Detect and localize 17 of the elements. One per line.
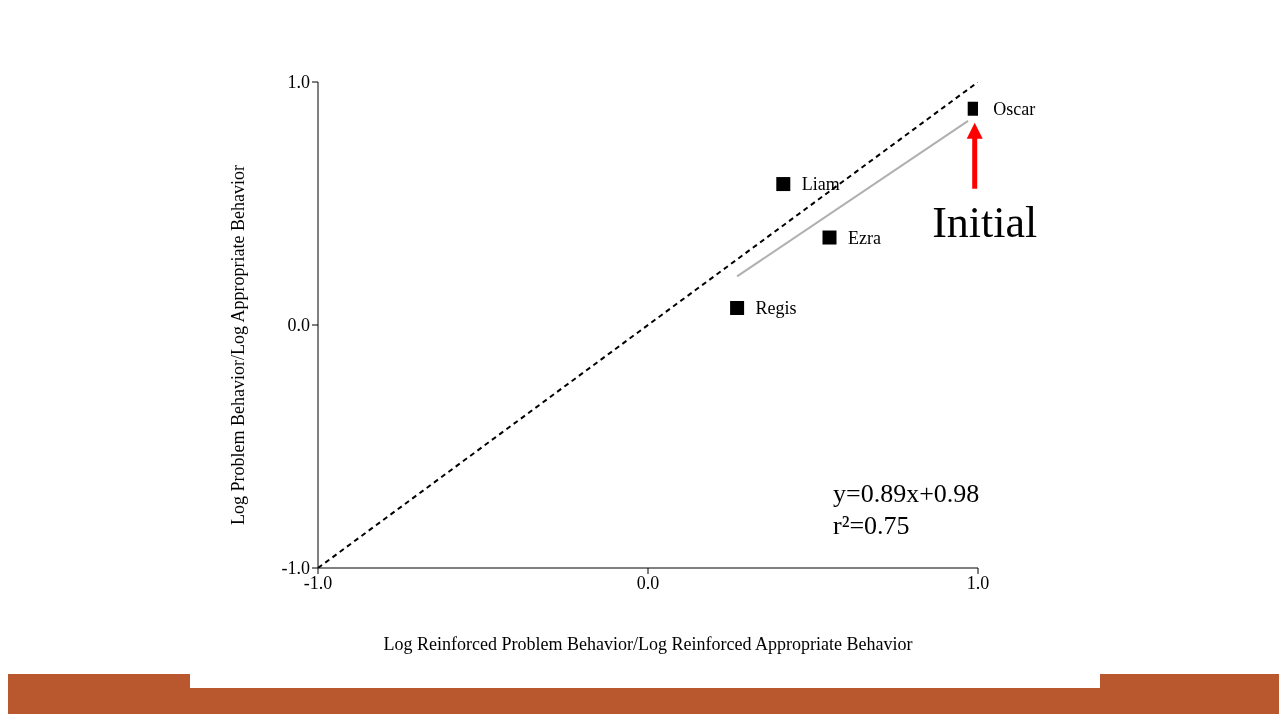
- y-axis-title: Log Problem Behavior/Log Appropriate Behavior: [228, 165, 249, 525]
- series-label: Liam: [801, 174, 840, 195]
- annotation: r²=0.75: [833, 510, 911, 542]
- series-label: Regis: [755, 298, 797, 319]
- series-label: Oscar: [993, 99, 1036, 120]
- x-axis-title: Log Reinforced Problem Behavior/Log Reinforced Appropriate Behavior: [383, 634, 913, 654]
- point: [822, 230, 837, 245]
- point: [776, 177, 791, 192]
- point: [730, 300, 745, 315]
- x-tick-label: 0.0: [636, 572, 660, 593]
- x-tick-label: 1.0: [966, 572, 990, 593]
- y-tick-label: 0.0: [287, 315, 310, 336]
- series-label: Ezra: [848, 227, 881, 248]
- y-tick-label: -1.0: [281, 558, 310, 579]
- annotation: y=0.89x+0.98: [833, 478, 980, 510]
- y-tick-label: 1.0: [287, 72, 310, 93]
- annotation: Initial: [932, 197, 1038, 247]
